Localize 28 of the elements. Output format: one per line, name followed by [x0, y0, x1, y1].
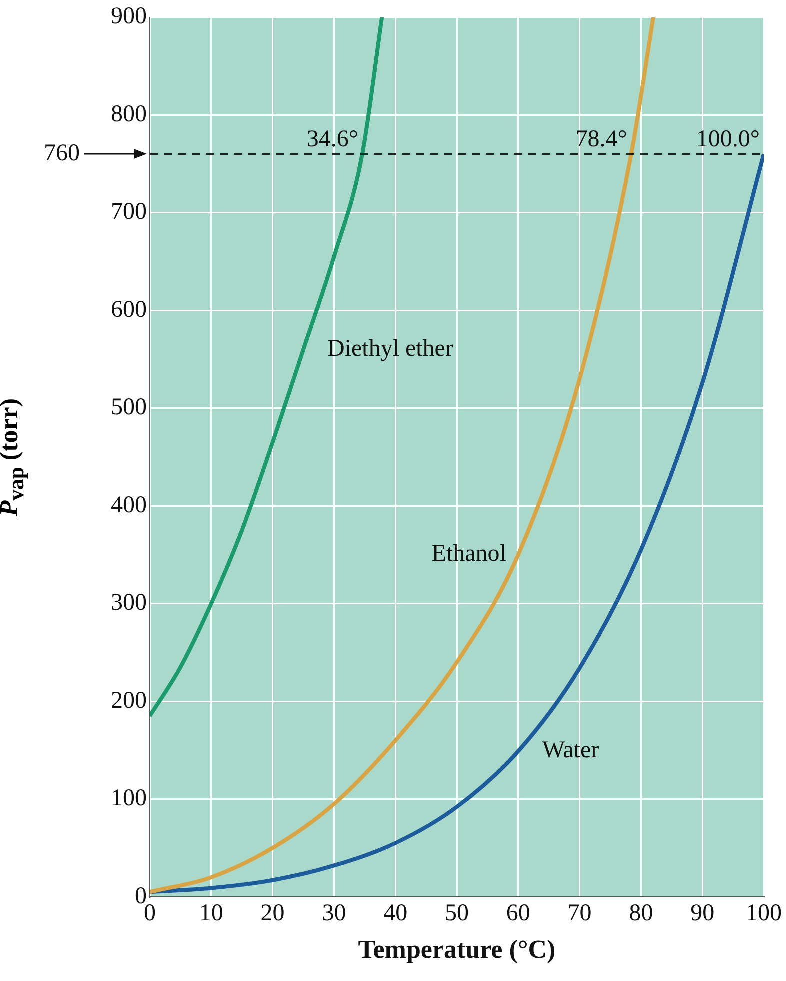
ref-line-label: 760 — [44, 140, 80, 167]
y-tick-label: 900 — [111, 4, 147, 30]
x-tick-label: 20 — [260, 900, 285, 927]
y-tick-label: 600 — [111, 296, 147, 323]
x-tick-label: 80 — [629, 900, 654, 927]
y-tick-label: 400 — [111, 492, 147, 518]
y-tick-label: 800 — [111, 101, 147, 128]
y-tick-label: 100 — [111, 786, 147, 812]
y-tick-label: 700 — [111, 199, 147, 226]
y-tick-label: 500 — [111, 394, 147, 421]
x-tick-label: 30 — [322, 900, 346, 927]
annotation: 78.4° — [576, 126, 628, 153]
x-tick-label: 100 — [746, 900, 782, 927]
x-tick-label: 90 — [690, 900, 715, 927]
series-label: Water — [542, 738, 600, 764]
series-label: Ethanol — [432, 541, 507, 568]
x-tick-label: 70 — [568, 900, 592, 927]
annotation: 100.0° — [696, 126, 760, 153]
line-series — [150, 152, 764, 894]
x-tick-label: 60 — [506, 900, 530, 927]
series-label: Diethyl ether — [328, 336, 454, 362]
annotation: 34.6° — [306, 126, 358, 153]
x-axis-title: Temperature (°C) — [358, 935, 556, 964]
x-tick-label: 50 — [445, 900, 469, 927]
y-tick-label: 200 — [111, 688, 147, 714]
x-tick-label: 10 — [199, 900, 224, 927]
y-tick-label: 300 — [111, 590, 147, 616]
x-tick-label: 40 — [384, 900, 408, 927]
